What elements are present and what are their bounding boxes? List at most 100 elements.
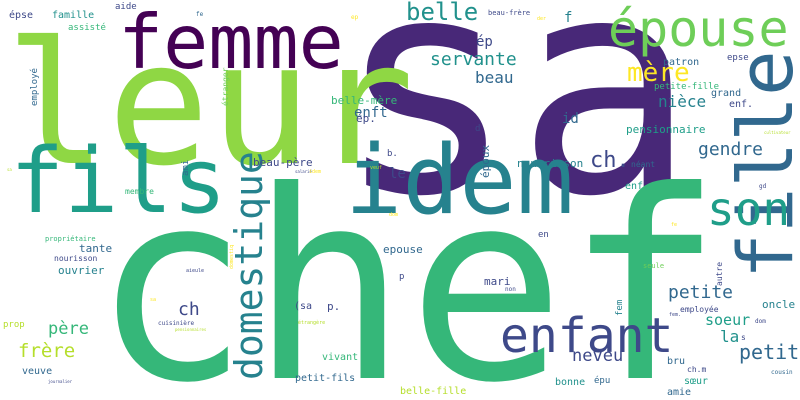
word-nourisson: nourisson — [54, 254, 98, 263]
word-veuf: veuf — [370, 165, 383, 171]
word-petite: petite — [668, 282, 734, 303]
word-employee: employée — [680, 305, 719, 314]
word-beau-pere: beau-père — [253, 156, 313, 169]
word-gd: gd — [759, 183, 767, 190]
word-pere: père — [48, 319, 89, 339]
word-belle: belle — [406, 0, 479, 26]
word-der: der — [537, 16, 547, 22]
word-seule: seule — [643, 262, 665, 270]
word-fille: fille — [721, 50, 800, 279]
word-ouvrier: ouvrier — [58, 264, 105, 277]
word-f: f — [564, 10, 573, 26]
word-cousin: cousin — [771, 369, 793, 376]
word-assiste: assisté — [68, 23, 106, 33]
word-ch: ch. — [590, 148, 630, 173]
word-oncle: oncle — [762, 298, 796, 311]
word-epu: épu — [594, 376, 611, 386]
word-sa: sa — [150, 297, 157, 303]
word-frere: frère — [18, 340, 76, 362]
word-fe: fe — [671, 222, 678, 228]
word-salarie: salarié — [295, 169, 312, 174]
word-sa: (sa — [294, 301, 313, 312]
word-fem: fem. — [669, 312, 682, 318]
word-famille: famille — [52, 10, 95, 21]
word-non: non — [505, 286, 516, 293]
word-beau: beau — [475, 68, 514, 87]
word-d: d — [475, 124, 481, 134]
word-le: le — [389, 166, 406, 182]
word-gendre: gendre — [698, 139, 764, 160]
word-dom: dom — [755, 318, 766, 325]
word-la: la — [720, 327, 740, 346]
word-ch-m: ch.m — [687, 365, 707, 374]
word-sa: sa — [335, 0, 697, 262]
word-epse: épse — [9, 10, 34, 21]
word-bru: bru — [667, 356, 686, 367]
word-son: son — [707, 182, 791, 236]
word-epoux: époux — [479, 144, 492, 178]
word-chef: chef — [92, 135, 723, 400]
word-membre: membre — [125, 187, 154, 196]
word-fem: fem — [615, 299, 625, 316]
word-domestique: domestique — [227, 151, 271, 380]
word-id: id — [562, 111, 579, 127]
word-mere: mère — [627, 58, 690, 88]
word-enft: enft — [354, 105, 388, 121]
word-etranger: étranger — [221, 67, 230, 106]
word-patron: patron — [663, 57, 700, 68]
word-ep: ép — [476, 34, 493, 50]
word-veuve: veuve — [22, 366, 53, 377]
word-cuisiniere: cuisinière — [158, 320, 195, 327]
word-tante: tante — [79, 242, 113, 255]
word-beau-frere: beau-frère — [488, 9, 531, 17]
word-leur: leur — [5, 6, 415, 204]
word-journalier: journalier — [48, 379, 73, 384]
word-prop: prop — [3, 320, 25, 330]
word-cultivateur: cultivateur — [764, 130, 791, 135]
word-bonne: bonne — [555, 377, 586, 388]
word-sa: sa — [7, 167, 12, 172]
word-autre: autre — [715, 261, 724, 286]
word-epse: epse — [727, 53, 749, 63]
word-petit-fils: petit-fils — [295, 373, 356, 384]
word-epouse: épouse — [608, 0, 789, 58]
word-niece: nièce — [658, 92, 707, 111]
word-soeur: soeur — [705, 311, 751, 329]
word-s: s — [741, 333, 746, 342]
word-soeur: sœur — [684, 376, 709, 387]
word-pensionnaire: pensionnaire — [626, 123, 706, 136]
word-femme: femme — [118, 0, 344, 86]
word-amie: amie — [667, 387, 692, 398]
word-mari: mari — [484, 275, 511, 288]
word-petite-fille: petite-fille — [654, 82, 720, 92]
word-neant: néant — [631, 160, 656, 169]
word-proprietaire: propriétaire — [45, 235, 96, 243]
word-aide: aide — [115, 2, 137, 12]
word-enfant: enfant — [500, 308, 674, 364]
word-nourrisson: nourrisson — [517, 157, 584, 170]
word-belle-fille: belle-fille — [400, 386, 467, 397]
word-employe: employé — [30, 68, 40, 106]
word-p: p. — [327, 300, 341, 313]
word-en: en — [538, 230, 549, 240]
word-enf: enf. — [729, 99, 754, 110]
word-p: p — [399, 272, 405, 282]
word-petit: petit — [739, 340, 800, 364]
word-servante: servante — [430, 49, 517, 70]
word-idem: idem — [345, 126, 574, 236]
word-vivant: vivant — [322, 352, 359, 363]
word-belle-mere: belle-mère — [331, 94, 398, 107]
word-fe: fe — [196, 11, 204, 18]
word-grand: grand — [711, 88, 742, 99]
word-etrangere: étrangère — [298, 320, 326, 326]
word-domestiq: domestiq — [229, 244, 235, 269]
word-neveu: neveu — [572, 346, 624, 366]
word-idem: idem — [309, 169, 322, 175]
word-fils: fils — [10, 129, 227, 234]
word-ep: ép. — [356, 112, 376, 125]
word-pensionnaires: pensionnaires — [175, 327, 207, 332]
word-aieule: aieule — [186, 268, 205, 274]
word-epouse: epouse — [383, 243, 423, 256]
word-ep: ep — [351, 14, 359, 21]
